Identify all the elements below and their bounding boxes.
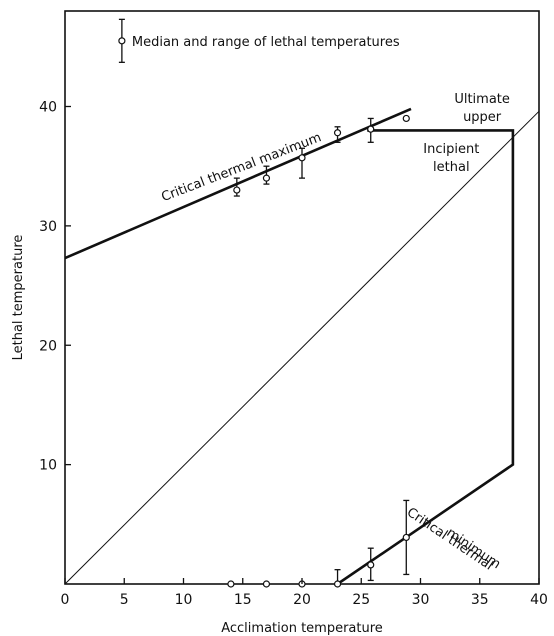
data-point-10 xyxy=(333,569,342,588)
data-point-4 xyxy=(333,126,342,143)
x-tick-label-10: 10 xyxy=(175,592,193,608)
data-point-6 xyxy=(402,114,410,123)
y-tick-label-10: 10 xyxy=(39,458,57,474)
series-line-3 xyxy=(336,129,515,586)
tick-layer: 0 5 10 15 20 25 30 35 40 10 20 30 40 xyxy=(39,100,548,609)
data-point-11-median xyxy=(367,561,375,569)
annotation-2: Ultimate xyxy=(454,92,510,107)
legend: Median and range of lethal temperatures xyxy=(118,18,400,63)
annotation-1: Critical thermal maximum xyxy=(159,130,323,205)
x-tick-label-40: 40 xyxy=(530,592,548,608)
x-tick-label-0: 0 xyxy=(61,592,70,608)
data-point-7 xyxy=(227,580,235,588)
series-line-1 xyxy=(64,107,412,260)
annotation-5: lethal xyxy=(433,160,470,175)
data-point-4-median xyxy=(333,129,342,137)
y-tick-label-20: 20 xyxy=(39,338,57,354)
data-point-10-median xyxy=(333,580,342,588)
x-tick-label-5: 5 xyxy=(120,592,129,608)
data-point-5-median xyxy=(367,125,375,133)
data-point-12 xyxy=(402,499,410,576)
data-point-11 xyxy=(367,547,375,582)
data-point-2-median xyxy=(262,174,271,182)
y-tick-label-30: 30 xyxy=(39,219,57,235)
legend-marker-median xyxy=(118,37,126,45)
observation-layer xyxy=(227,114,410,588)
data-point-3-median xyxy=(298,154,306,162)
x-tick-label-20: 20 xyxy=(293,592,311,608)
data-point-12-median xyxy=(402,533,410,542)
series-layer xyxy=(64,107,540,586)
data-point-8 xyxy=(262,580,271,588)
x-axis-title: Acclimation temperature xyxy=(221,621,383,636)
y-tick-label-40: 40 xyxy=(39,100,57,116)
data-point-5 xyxy=(367,117,375,143)
x-tick-label-35: 35 xyxy=(471,592,489,608)
series-line-2 xyxy=(64,110,540,585)
data-point-8-median xyxy=(262,580,271,588)
data-point-3 xyxy=(298,147,306,179)
data-point-6-median xyxy=(402,114,410,123)
y-axis-title: Lethal temperature xyxy=(11,235,26,361)
annotation-4: Incipient xyxy=(423,142,479,157)
data-point-2 xyxy=(262,165,271,185)
x-tick-label-25: 25 xyxy=(352,592,370,608)
x-tick-label-30: 30 xyxy=(412,592,430,608)
annotation-3: upper xyxy=(463,110,502,125)
legend-label: Median and range of lethal temperatures xyxy=(132,35,400,50)
data-point-7-median xyxy=(227,580,235,588)
x-tick-label-15: 15 xyxy=(234,592,252,608)
data-point-1 xyxy=(233,177,241,197)
legend-marker xyxy=(118,18,126,63)
data-point-1-median xyxy=(233,186,241,194)
